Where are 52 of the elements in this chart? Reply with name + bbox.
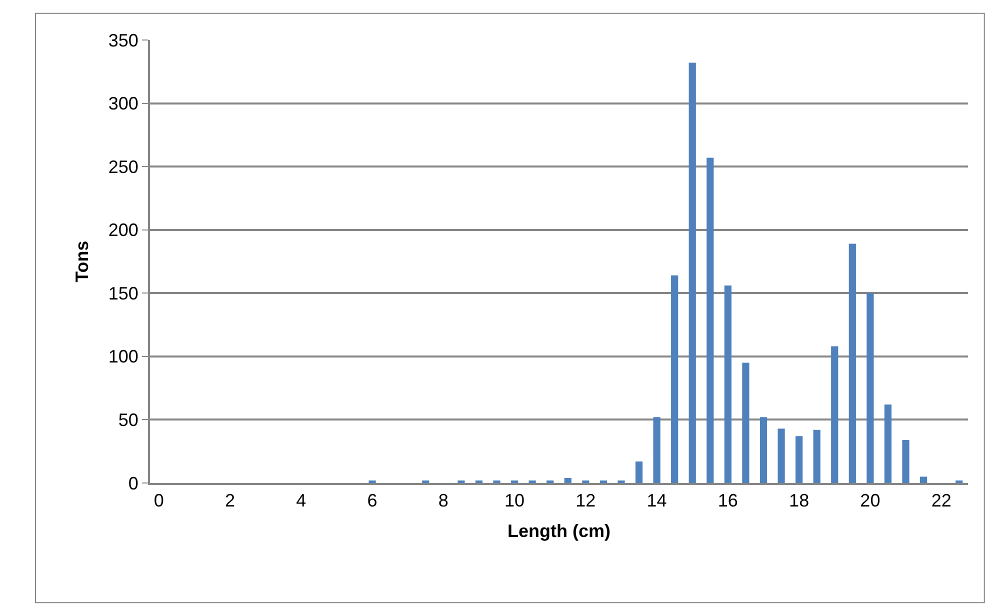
x-tick-label: 22 [931, 490, 952, 511]
bar [368, 480, 376, 483]
bar [778, 428, 785, 483]
bar [600, 480, 608, 483]
y-tick-label: 0 [128, 473, 138, 494]
bar [760, 417, 768, 483]
y-tick-label: 100 [108, 346, 138, 367]
bar [831, 346, 838, 483]
x-tick-label: 0 [154, 490, 164, 511]
x-tick-label: 20 [860, 490, 880, 511]
bar [866, 293, 874, 483]
bar [564, 478, 572, 483]
bar [493, 480, 500, 483]
bar [884, 404, 892, 483]
bar [688, 62, 696, 483]
y-tick-label: 300 [108, 94, 138, 114]
bar [724, 286, 732, 483]
bar [920, 476, 928, 483]
x-tick-label: 16 [718, 490, 738, 511]
bar [902, 440, 910, 483]
y-tick-label: 200 [108, 220, 138, 240]
bar [475, 480, 483, 483]
x-tick-label: 8 [438, 490, 448, 511]
bar [528, 480, 536, 483]
x-tick-label: 12 [576, 490, 596, 511]
bar [956, 480, 963, 483]
y-tick-label: 50 [118, 410, 138, 430]
bar [582, 480, 590, 483]
x-tick-label: 6 [367, 490, 378, 511]
bar [618, 480, 625, 483]
x-tick-label: 14 [646, 490, 667, 511]
x-tick-label: 4 [296, 490, 306, 511]
bar [458, 480, 465, 483]
x-axis-title: Length (cm) [508, 521, 610, 542]
bar [653, 417, 660, 483]
x-tick-label: 2 [225, 490, 236, 511]
bar [510, 480, 518, 483]
y-tick-label: 250 [108, 156, 138, 177]
bar [671, 275, 678, 483]
y-tick-label: 150 [108, 283, 138, 304]
x-tick-label: 18 [789, 490, 810, 511]
y-axis-title: Tons [72, 240, 92, 282]
bar [546, 480, 554, 483]
bar [635, 461, 643, 483]
bar [813, 430, 820, 483]
bar [706, 158, 714, 483]
bar [848, 244, 856, 483]
bar [422, 480, 430, 483]
bar [796, 436, 803, 483]
bar [742, 362, 750, 483]
y-tick-label: 350 [108, 30, 138, 50]
x-tick-label: 10 [504, 490, 525, 511]
